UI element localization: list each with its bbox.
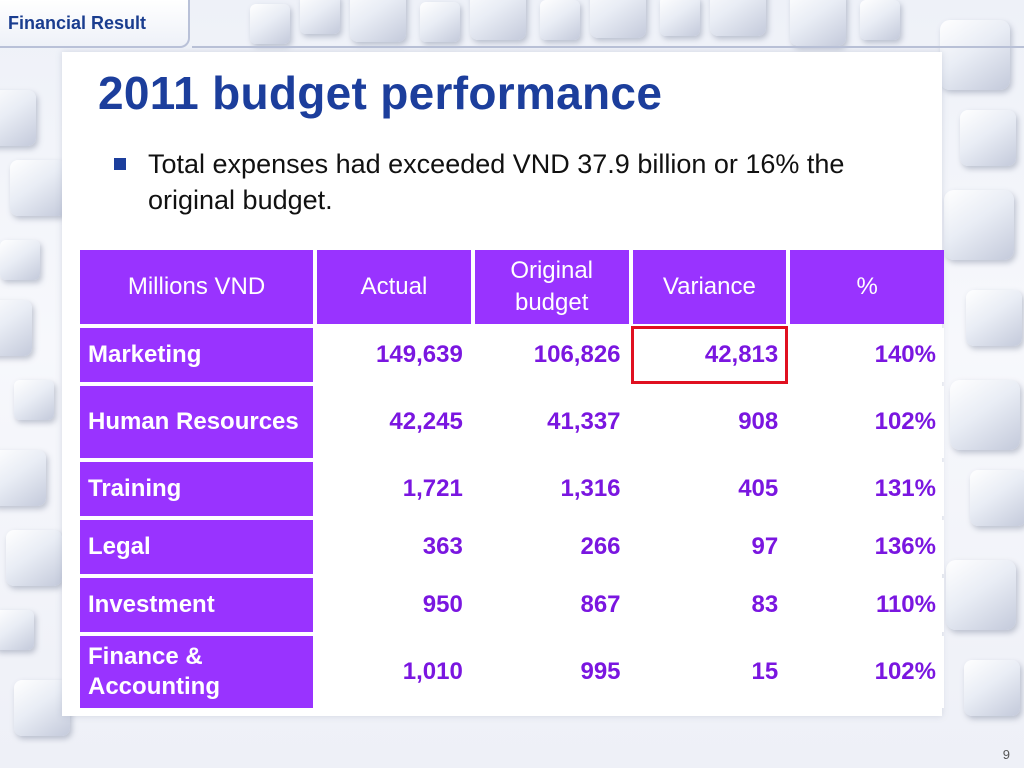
- row-label: Marketing: [80, 328, 314, 382]
- header-original-budget: Original budget: [474, 250, 629, 324]
- page-number: 9: [1002, 747, 1010, 762]
- cell-percent: 131%: [790, 462, 944, 516]
- cell-original: 106,826: [474, 328, 629, 382]
- header-actual: Actual: [317, 250, 471, 324]
- table-row: Legal 363 266 97 136%: [80, 520, 944, 574]
- cell-percent: 140%: [790, 328, 944, 382]
- table-row: Finance & Accounting 1,010 995 15 102%: [80, 636, 944, 708]
- row-label: Investment: [80, 578, 314, 632]
- table-row: Human Resources 42,245 41,337 908 102%: [80, 386, 944, 458]
- cell-variance: 97: [632, 520, 787, 574]
- header-percent: %: [790, 250, 944, 324]
- cell-original: 41,337: [474, 386, 629, 458]
- header-divider: [192, 46, 1024, 48]
- cell-original: 266: [474, 520, 629, 574]
- slide-title: 2011 budget performance: [98, 67, 663, 119]
- table-row: Marketing 149,639 106,826 42,813 140%: [80, 326, 944, 384]
- row-label: Finance & Accounting: [80, 636, 314, 708]
- cell-actual: 950: [317, 578, 471, 632]
- cell-percent: 102%: [790, 636, 944, 708]
- row-label: Human Resources: [80, 386, 314, 458]
- cell-original: 995: [474, 636, 629, 708]
- cell-percent: 110%: [790, 578, 944, 632]
- budget-table: Millions VND Actual Original budget Vari…: [76, 246, 948, 712]
- table-row: Investment 950 867 83 110%: [80, 578, 944, 632]
- cell-actual: 42,245: [317, 386, 471, 458]
- bullet-text: Total expenses had exceeded VND 37.9 bil…: [148, 149, 845, 215]
- cell-variance: 908: [632, 386, 787, 458]
- cell-original: 867: [474, 578, 629, 632]
- cell-percent: 136%: [790, 520, 944, 574]
- section-tab-label: Financial Result: [8, 12, 147, 33]
- bullet-point: Total expenses had exceeded VND 37.9 bil…: [114, 146, 914, 218]
- header-variance: Variance: [632, 250, 787, 324]
- cell-variance: 15: [632, 636, 787, 708]
- table-header-row: Millions VND Actual Original budget Vari…: [80, 250, 944, 324]
- row-label: Training: [80, 462, 314, 516]
- cell-percent: 102%: [790, 386, 944, 458]
- row-label: Legal: [80, 520, 314, 574]
- cell-actual: 149,639: [317, 328, 471, 382]
- table-row: Training 1,721 1,316 405 131%: [80, 462, 944, 516]
- cell-actual: 363: [317, 520, 471, 574]
- cell-original: 1,316: [474, 462, 629, 516]
- cell-variance: 405: [632, 462, 787, 516]
- header-millions-vnd: Millions VND: [80, 250, 314, 324]
- cell-variance-highlighted: 42,813: [630, 326, 789, 384]
- cell-variance: 83: [632, 578, 787, 632]
- section-tab: Financial Result: [0, 0, 190, 48]
- cell-actual: 1,721: [317, 462, 471, 516]
- cell-actual: 1,010: [317, 636, 471, 708]
- bullet-square-icon: [114, 158, 126, 170]
